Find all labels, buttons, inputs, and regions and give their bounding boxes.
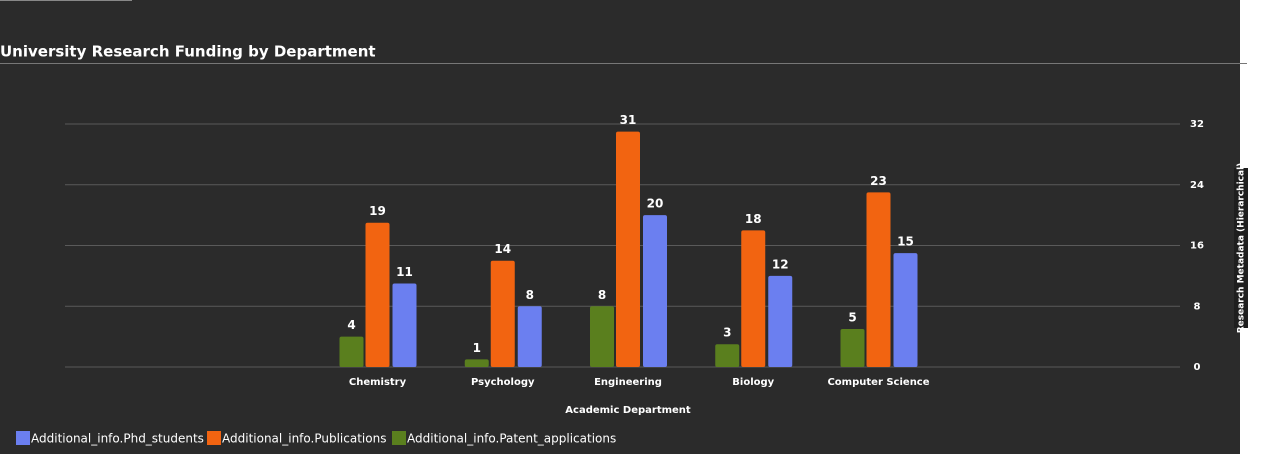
y-tick-label: 0	[1194, 362, 1201, 373]
x-tick-label: Computer Science	[827, 377, 929, 388]
legend-swatch	[207, 431, 221, 445]
bar	[715, 344, 740, 367]
bar	[643, 215, 667, 367]
value-label: 12	[772, 257, 789, 271]
x-tick-label: Psychology	[471, 377, 535, 388]
value-label: 14	[494, 242, 511, 256]
value-label: 11	[396, 265, 413, 279]
value-label: 15	[897, 235, 914, 249]
bar	[517, 306, 542, 367]
y-tick-label: 32	[1190, 119, 1204, 130]
bar	[893, 253, 918, 367]
bar	[741, 230, 766, 367]
x-tick-label: Biology	[732, 377, 774, 388]
y-axis-title: Research Metadata (Hierarchical)	[1237, 163, 1247, 334]
chart-title: University Research Funding by Departmen…	[0, 43, 376, 61]
value-label: 8	[598, 288, 606, 302]
legend-label: Additional_info.Publications	[222, 432, 386, 446]
bar	[490, 260, 515, 367]
bar	[840, 329, 865, 367]
legend-label: Additional_info.Phd_students	[31, 432, 204, 446]
y-tick-label: 8	[1194, 301, 1201, 312]
value-label: 19	[369, 204, 386, 218]
bar	[590, 306, 614, 367]
value-label: 20	[647, 197, 664, 211]
bar	[866, 192, 891, 367]
bar	[392, 283, 417, 367]
value-label: 3	[723, 326, 731, 340]
value-label: 8	[526, 288, 534, 302]
legend-swatch	[16, 431, 30, 445]
value-label: 5	[848, 311, 856, 325]
x-axis-title: Academic Department	[565, 405, 691, 416]
legend-swatch	[392, 431, 406, 445]
bar	[365, 222, 390, 367]
value-label: 23	[870, 174, 887, 188]
y-axis-title-bg	[1234, 168, 1248, 328]
y-tick-label: 24	[1190, 180, 1204, 191]
value-label: 31	[620, 113, 637, 127]
value-label: 4	[347, 318, 355, 332]
x-tick-label: Engineering	[594, 377, 662, 388]
x-tick-label: Chemistry	[349, 377, 407, 388]
y-tick-label: 16	[1190, 241, 1204, 252]
bar	[339, 336, 364, 367]
value-label: 18	[745, 212, 762, 226]
value-label: 1	[473, 341, 481, 355]
bar	[464, 359, 489, 367]
legend-label: Additional_info.Patent_applications	[407, 432, 616, 446]
bar	[616, 131, 640, 367]
bar	[768, 275, 793, 367]
